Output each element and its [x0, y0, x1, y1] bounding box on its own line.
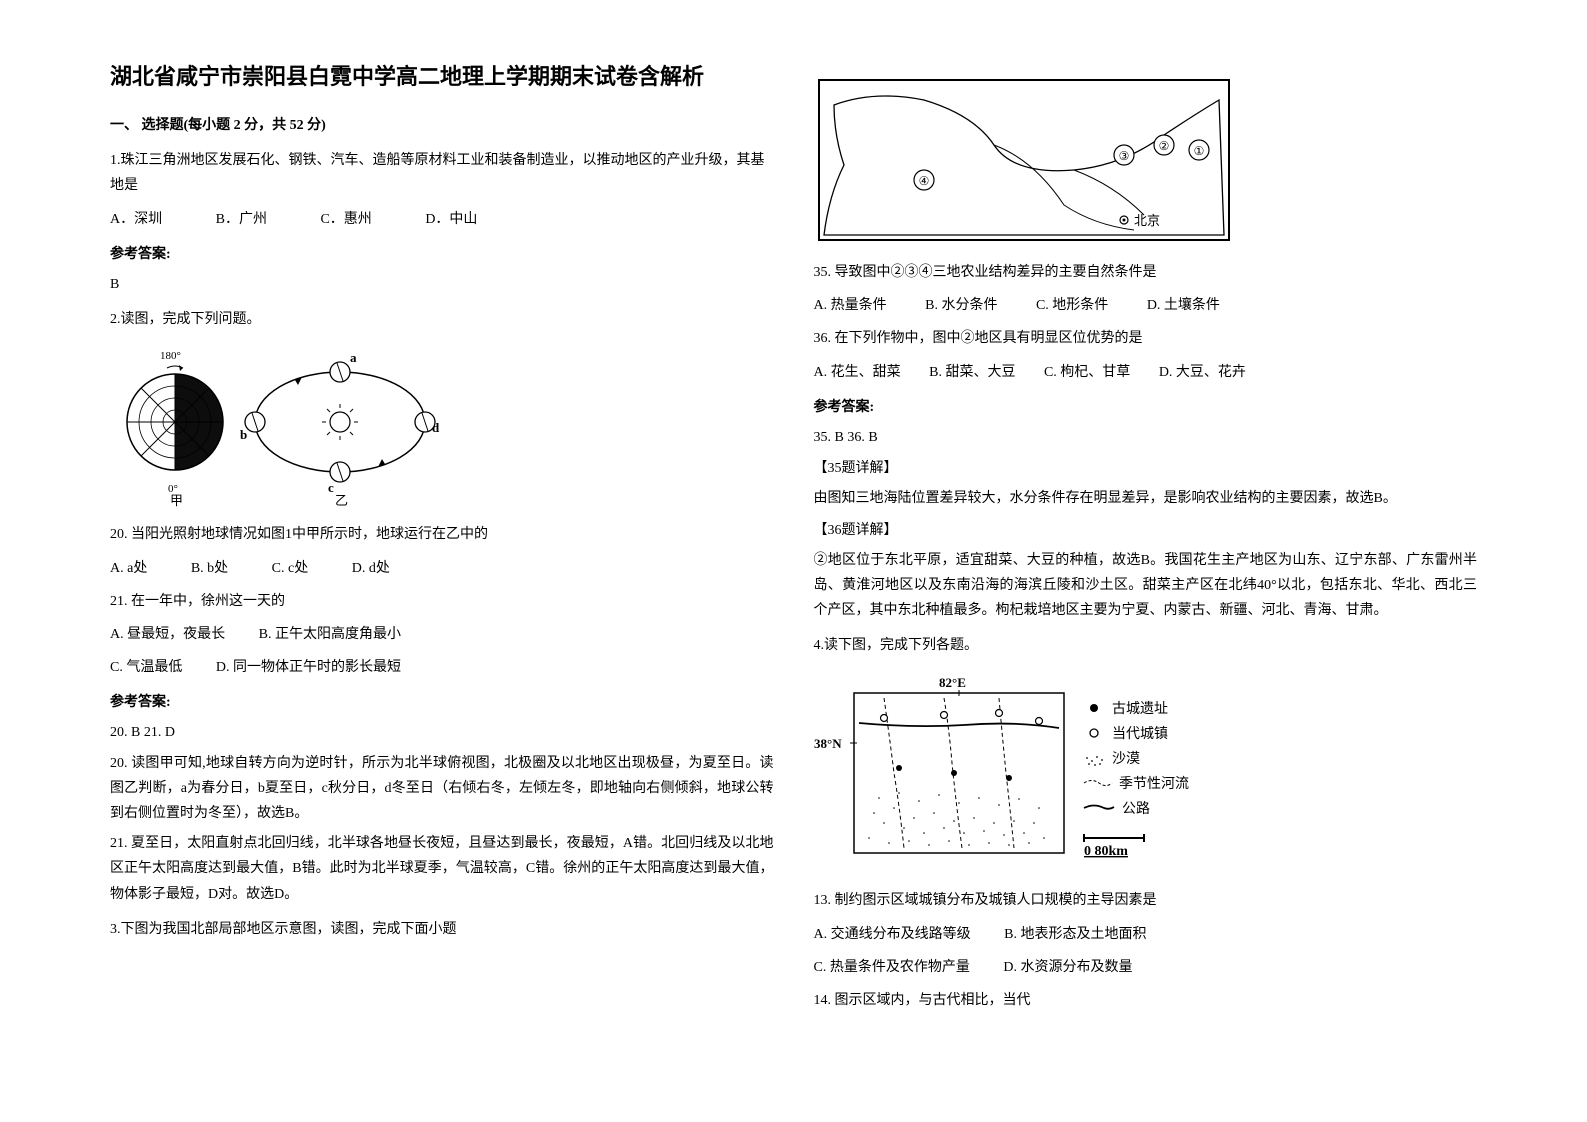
- q36-exp-label: 【36题详解】: [814, 518, 1478, 543]
- q35-options: A. 热量条件 B. 水分条件 C. 地形条件 D. 土壤条件: [814, 293, 1478, 318]
- question-1: 1.珠江三角洲地区发展石化、钢铁、汽车、造船等原材料工业和装备制造业，以推动地区…: [110, 148, 774, 297]
- q14-text: 14. 图示区域内，与古代相比，当代: [814, 988, 1478, 1013]
- fig4-legend2: 当代城镇: [1112, 726, 1168, 742]
- q36-options: A. 花生、甜菜 B. 甜菜、大豆 C. 枸杞、甘草 D. 大豆、花卉: [814, 360, 1478, 385]
- fig3-circ3: ③: [1118, 149, 1129, 163]
- q21-text: 21. 在一年中，徐州这一天的: [110, 589, 774, 614]
- q1-option-b: B．广州: [216, 207, 267, 232]
- figure-q2: 180° 0° 甲: [110, 347, 774, 507]
- q13-options-row1: A. 交通线分布及线路等级 B. 地表形态及土地面积: [814, 922, 1478, 947]
- figure-q3: ① ② ③ ④ 北京: [814, 75, 1478, 245]
- q1-text: 1.珠江三角洲地区发展石化、钢铁、汽车、造船等原材料工业和装备制造业，以推动地区…: [110, 148, 774, 198]
- q1-answer-label: 参考答案:: [110, 242, 774, 267]
- fig4-lat: 38°N: [814, 736, 842, 751]
- q20-option-d: D. d处: [352, 556, 390, 581]
- q20-option-c: C. c处: [272, 556, 309, 581]
- q35-option-d: D. 土壤条件: [1147, 293, 1220, 318]
- q20-explanation: 20. 读图甲可知,地球自转方向为逆时针，所示为北半球俯视图，北极圈及以北地区出…: [110, 751, 774, 827]
- q13-option-c: C. 热量条件及农作物产量: [814, 955, 970, 980]
- question-4: 4.读下图，完成下列各题。: [814, 633, 1478, 1013]
- fig2-label-jia: 甲: [170, 493, 183, 507]
- q36-explanation: ②地区位于东北平原，适宜甜菜、大豆的种植，故选B。我国花生主产地区为山东、辽宁东…: [814, 548, 1478, 624]
- fig4-legend4: 季节性河流: [1119, 776, 1189, 792]
- q1-option-d: D．中山: [425, 207, 477, 232]
- q21-option-d: D. 同一物体正午时的影长最短: [216, 655, 401, 680]
- fig2-label-yi: 乙: [335, 493, 348, 507]
- q36-text: 36. 在下列作物中，图中②地区具有明显区位优势的是: [814, 326, 1478, 351]
- q20-option-a: A. a处: [110, 556, 147, 581]
- q21-explanation: 21. 夏至日，太阳直射点北回归线，北半球各地昼长夜短，且昼达到最长，夜最短，A…: [110, 831, 774, 907]
- fig3-circ1: ①: [1193, 144, 1204, 158]
- q1-option-a: A．深圳: [110, 207, 162, 232]
- q13-text: 13. 制约图示区域城镇分布及城镇人口规模的主导因素是: [814, 888, 1478, 913]
- q3-answer-label: 参考答案:: [814, 395, 1478, 420]
- question-3-intro: 3.下图为我国北部局部地区示意图，读图，完成下面小题: [110, 917, 774, 942]
- q21-option-c: C. 气温最低: [110, 655, 182, 680]
- q4-intro: 4.读下图，完成下列各题。: [814, 633, 1478, 658]
- fig2-label-b: b: [240, 427, 247, 442]
- q3-intro: 3.下图为我国北部局部地区示意图，读图，完成下面小题: [110, 917, 774, 942]
- q35-explanation: 由图知三地海陆位置差异较大，水分条件存在明显差异，是影响农业结构的主要因素，故选…: [814, 486, 1478, 511]
- section-1-header: 一、 选择题(每小题 2 分，共 52 分): [110, 113, 774, 138]
- q1-answer: B: [110, 272, 774, 297]
- q13-option-d: D. 水资源分布及数量: [1003, 955, 1132, 980]
- q1-option-c: C．惠州: [320, 207, 371, 232]
- q1-options: A．深圳 B．广州 C．惠州 D．中山: [110, 207, 774, 232]
- q21-option-a: A. 昼最短，夜最长: [110, 622, 225, 647]
- q13-option-a: A. 交通线分布及线路等级: [814, 922, 971, 947]
- q35-option-b: B. 水分条件: [925, 293, 997, 318]
- q3-answer: 35. B 36. B: [814, 425, 1478, 450]
- fig3-circ2: ②: [1158, 139, 1169, 153]
- q36-option-d: D. 大豆、花卉: [1159, 360, 1246, 385]
- fig2-label-d: d: [432, 420, 440, 435]
- q2-intro: 2.读图，完成下列问题。: [110, 307, 774, 332]
- q21-options-row2: C. 气温最低 D. 同一物体正午时的影长最短: [110, 655, 774, 680]
- fig4-legend5: 公路: [1122, 801, 1150, 817]
- question-2: 2.读图，完成下列问题。: [110, 307, 774, 907]
- fig4-legend3: 沙漠: [1112, 751, 1140, 767]
- q2-answer-label: 参考答案:: [110, 690, 774, 715]
- fig4-legend1: 古城遗址: [1112, 701, 1168, 717]
- q35-text: 35. 导致图中②③④三地农业结构差异的主要自然条件是: [814, 260, 1478, 285]
- q36-option-c: C. 枸杞、甘草: [1044, 360, 1130, 385]
- q36-option-b: B. 甜菜、大豆: [929, 360, 1015, 385]
- q36-option-a: A. 花生、甜菜: [814, 360, 901, 385]
- q20-options: A. a处 B. b处 C. c处 D. d处: [110, 556, 774, 581]
- q35-option-c: C. 地形条件: [1036, 293, 1108, 318]
- fig2-label-180: 180°: [160, 350, 181, 362]
- q20-text: 20. 当阳光照射地球情况如图1中甲所示时，地球运行在乙中的: [110, 522, 774, 547]
- q13-options-row2: C. 热量条件及农作物产量 D. 水资源分布及数量: [814, 955, 1478, 980]
- left-column: 湖北省咸宁市崇阳县白霓中学高二地理上学期期末试卷含解析 一、 选择题(每小题 2…: [90, 60, 794, 1062]
- figure-q4: 82°E 38°N 古城遗址 当代城镇 沙漠: [814, 673, 1478, 873]
- q35-exp-label: 【35题详解】: [814, 456, 1478, 481]
- q21-option-b: B. 正午太阳高度角最小: [259, 622, 401, 647]
- q20-option-b: B. b处: [191, 556, 228, 581]
- q13-option-b: B. 地表形态及土地面积: [1004, 922, 1146, 947]
- fig3-circ4: ④: [918, 174, 929, 188]
- q21-options-row1: A. 昼最短，夜最长 B. 正午太阳高度角最小: [110, 622, 774, 647]
- right-column: ① ② ③ ④ 北京 35. 导致图中②③④三地农业结构差异的主要自然条件是 A…: [794, 60, 1498, 1062]
- fig4-lon: 82°E: [939, 675, 966, 690]
- q35-option-a: A. 热量条件: [814, 293, 887, 318]
- q2-answer: 20. B 21. D: [110, 720, 774, 745]
- fig4-scale: 0 80km: [1084, 844, 1128, 859]
- page-title: 湖北省咸宁市崇阳县白霓中学高二地理上学期期末试卷含解析: [110, 60, 774, 93]
- fig2-label-a: a: [350, 350, 357, 365]
- fig2-label-c: c: [328, 480, 334, 495]
- fig3-beijing: 北京: [1134, 213, 1160, 228]
